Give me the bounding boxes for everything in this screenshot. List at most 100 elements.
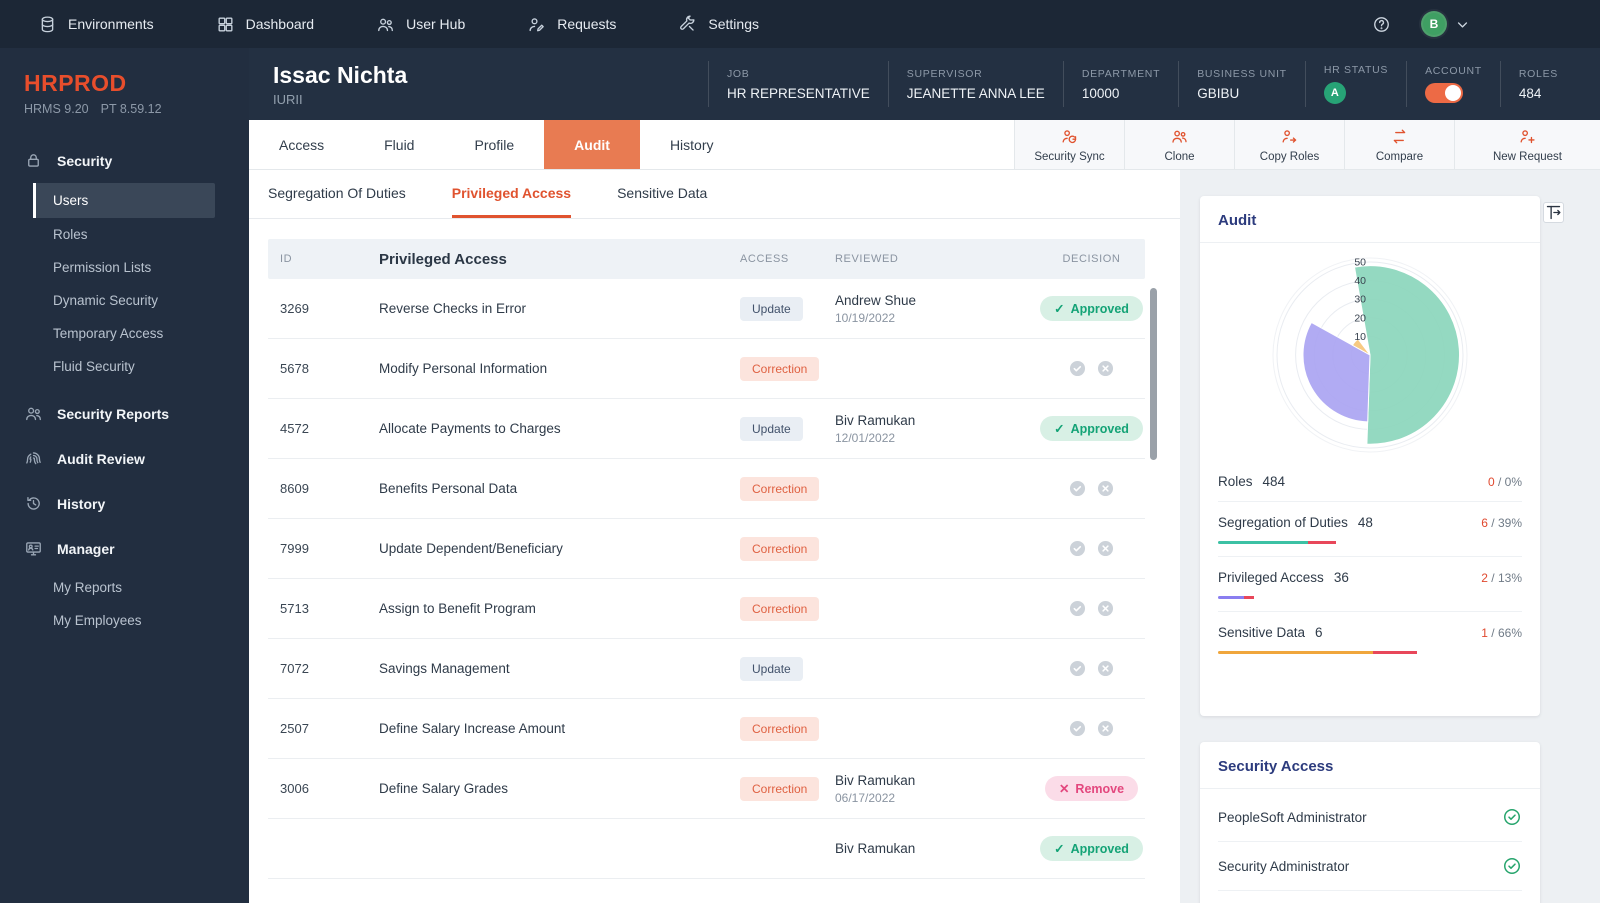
- row-decision: [1038, 359, 1145, 378]
- new-request-button[interactable]: New Request: [1454, 120, 1600, 169]
- row-name: Modify Personal Information: [379, 361, 548, 376]
- stat-label: Roles: [1218, 474, 1253, 489]
- remove-pill[interactable]: ✕ Remove: [1044, 776, 1139, 801]
- tab-access[interactable]: Access: [279, 136, 325, 153]
- sidebar-section-manager[interactable]: Manager: [0, 526, 249, 571]
- compare-button[interactable]: Compare: [1344, 120, 1454, 169]
- stat-flagged-pct: 2 / 13%: [1481, 571, 1522, 585]
- flagged-percent: / 0%: [1494, 474, 1522, 489]
- approve-button[interactable]: [1068, 719, 1087, 738]
- flagged-count: 2: [1481, 570, 1488, 585]
- table-row[interactable]: 4572 Allocate Payments to Charges Update Bi…: [268, 399, 1145, 459]
- approve-button[interactable]: [1068, 359, 1087, 378]
- svg-text:40: 40: [1354, 275, 1366, 287]
- row-name: Savings Management: [379, 661, 510, 676]
- clone-button[interactable]: Clone: [1124, 120, 1234, 169]
- reject-button[interactable]: [1096, 479, 1115, 498]
- reject-button[interactable]: [1096, 359, 1115, 378]
- header-field-supervisor: SUPERVISOR JEANETTE ANNA LEE: [887, 61, 1063, 107]
- sidebar-sublist: My Reports My Employees: [0, 571, 249, 637]
- approved-pill[interactable]: ✓ Approved: [1040, 836, 1143, 861]
- approve-button[interactable]: [1068, 539, 1087, 558]
- table-row[interactable]: 5678 Modify Personal Information Correctio…: [268, 339, 1145, 399]
- security-sync-icon: [1060, 127, 1079, 146]
- reject-button[interactable]: [1096, 719, 1115, 738]
- sidebar-section-label: History: [57, 495, 106, 512]
- approved-pill[interactable]: ✓ Approved: [1040, 296, 1143, 321]
- vertical-scrollbar[interactable]: [1150, 288, 1157, 460]
- stat-flagged-pct: 0 / 0%: [1488, 475, 1522, 489]
- table-row[interactable]: 8609 Benefits Personal Data Correction: [268, 459, 1145, 519]
- reject-button[interactable]: [1096, 599, 1115, 618]
- sidebar-item-my-reports[interactable]: My Reports: [53, 580, 123, 595]
- sidebar-item-roles[interactable]: Roles: [53, 227, 88, 242]
- sidebar-section-history[interactable]: History: [0, 481, 249, 526]
- sidebar-item-my-employees[interactable]: My Employees: [53, 613, 142, 628]
- table-row[interactable]: 2507 Define Salary Increase Amount Correct…: [268, 699, 1145, 759]
- access-badge: Correction: [740, 476, 820, 501]
- flagged-count: 0: [1487, 474, 1495, 489]
- table-header: ID Privileged Access ACCESS REVIEWED DEC…: [268, 239, 1145, 279]
- table-row[interactable]: 3006 Define Salary Grades Correction Biv Ra…: [268, 759, 1145, 819]
- security-sync-button[interactable]: Security Sync: [1014, 120, 1124, 169]
- tab-profile[interactable]: Profile: [474, 136, 515, 153]
- sidebar-section-security-reports[interactable]: Security Reports: [0, 391, 249, 436]
- reviewer-name: Biv Ramukan: [835, 412, 916, 428]
- sidebar-item-users[interactable]: Users: [33, 183, 215, 218]
- col-privileged-access: Privileged Access: [379, 250, 507, 268]
- table-row[interactable]: 5713 Assign to Benefit Program Correction: [268, 579, 1145, 639]
- audit-panel: Audit 50 40 30 20 10 Roles 484 0 / 0% Segregati…: [1200, 196, 1540, 716]
- field-value: HR REPRESENTATIVE: [726, 85, 870, 101]
- row-name: Assign to Benefit Program: [379, 601, 536, 616]
- table-row[interactable]: 7999 Update Dependent/Beneficiary Correcti…: [268, 519, 1145, 579]
- nav-item-environments[interactable]: Environments: [38, 15, 154, 34]
- tab-history[interactable]: History: [669, 136, 714, 153]
- flagged-count: 6: [1481, 515, 1488, 530]
- user-menu[interactable]: B: [1421, 11, 1472, 37]
- nav-item-requests[interactable]: Requests: [527, 15, 616, 34]
- audit-polar-chart: 50 40 30 20 10: [1200, 251, 1540, 459]
- account-toggle[interactable]: [1425, 83, 1464, 103]
- help-icon[interactable]: [1372, 15, 1391, 34]
- tab-fluid[interactable]: Fluid: [384, 136, 415, 153]
- review-date: 12/01/2022: [835, 430, 896, 445]
- top-nav: Environments Dashboard User Hub Requests Set…: [0, 0, 1600, 48]
- approved-pill[interactable]: ✓ Approved: [1040, 416, 1143, 441]
- sidebar-section-label: Manager: [57, 540, 115, 557]
- nav-item-user-hub[interactable]: User Hub: [376, 15, 465, 34]
- table-row[interactable]: Biv Ramukan ✓ Approved: [268, 819, 1145, 879]
- approve-button[interactable]: [1068, 599, 1087, 618]
- table-row[interactable]: 7072 Savings Management Update: [268, 639, 1145, 699]
- sidebar-item-fluid-security[interactable]: Fluid Security: [53, 359, 135, 374]
- audit-panel-title: Audit: [1200, 196, 1540, 243]
- tab-audit[interactable]: Audit: [544, 120, 640, 169]
- row-access: Update: [740, 656, 835, 681]
- reject-button[interactable]: [1096, 539, 1115, 558]
- reject-button[interactable]: [1096, 659, 1115, 678]
- hrms-version: HRMS 9.20: [24, 102, 89, 116]
- approve-button[interactable]: [1068, 659, 1087, 678]
- avatar[interactable]: B: [1421, 11, 1447, 37]
- sidebar-section-security[interactable]: Security: [0, 138, 249, 183]
- table-row[interactable]: 3269 Reverse Checks in Error Update Andrew …: [268, 279, 1145, 339]
- field-label: HR STATUS: [1323, 64, 1389, 76]
- sidebar-item-dynamic-security[interactable]: Dynamic Security: [53, 293, 159, 308]
- field-label: ACCOUNT: [1425, 65, 1482, 77]
- sidebar-section-audit-review[interactable]: Audit Review: [0, 436, 249, 481]
- nav-item-settings[interactable]: Settings: [678, 15, 759, 34]
- sidebar-item-temporary-access[interactable]: Temporary Access: [53, 326, 164, 341]
- subtab-segregation-of-duties[interactable]: Segregation Of Duties: [268, 184, 406, 201]
- subtab-sensitive-data[interactable]: Sensitive Data: [617, 184, 708, 201]
- nav-item-dashboard[interactable]: Dashboard: [216, 15, 314, 34]
- user-name: Issac Nichta: [273, 61, 408, 88]
- subtab-privileged-access[interactable]: Privileged Access: [451, 170, 572, 218]
- stat-progress-bar: [1218, 596, 1522, 599]
- access-badge: Update: [740, 656, 803, 681]
- row-access: Update: [740, 296, 835, 321]
- copy-roles-button[interactable]: Copy Roles: [1234, 120, 1344, 169]
- expand-panel-icon[interactable]: [1543, 202, 1564, 223]
- approve-button[interactable]: [1068, 479, 1087, 498]
- sidebar: HRPROD HRMS 9.20 PT 8.59.12 Security User…: [0, 48, 249, 903]
- sidebar-item-permission-lists[interactable]: Permission Lists: [53, 260, 152, 275]
- header-field-department: DEPARTMENT 10000: [1062, 61, 1178, 107]
